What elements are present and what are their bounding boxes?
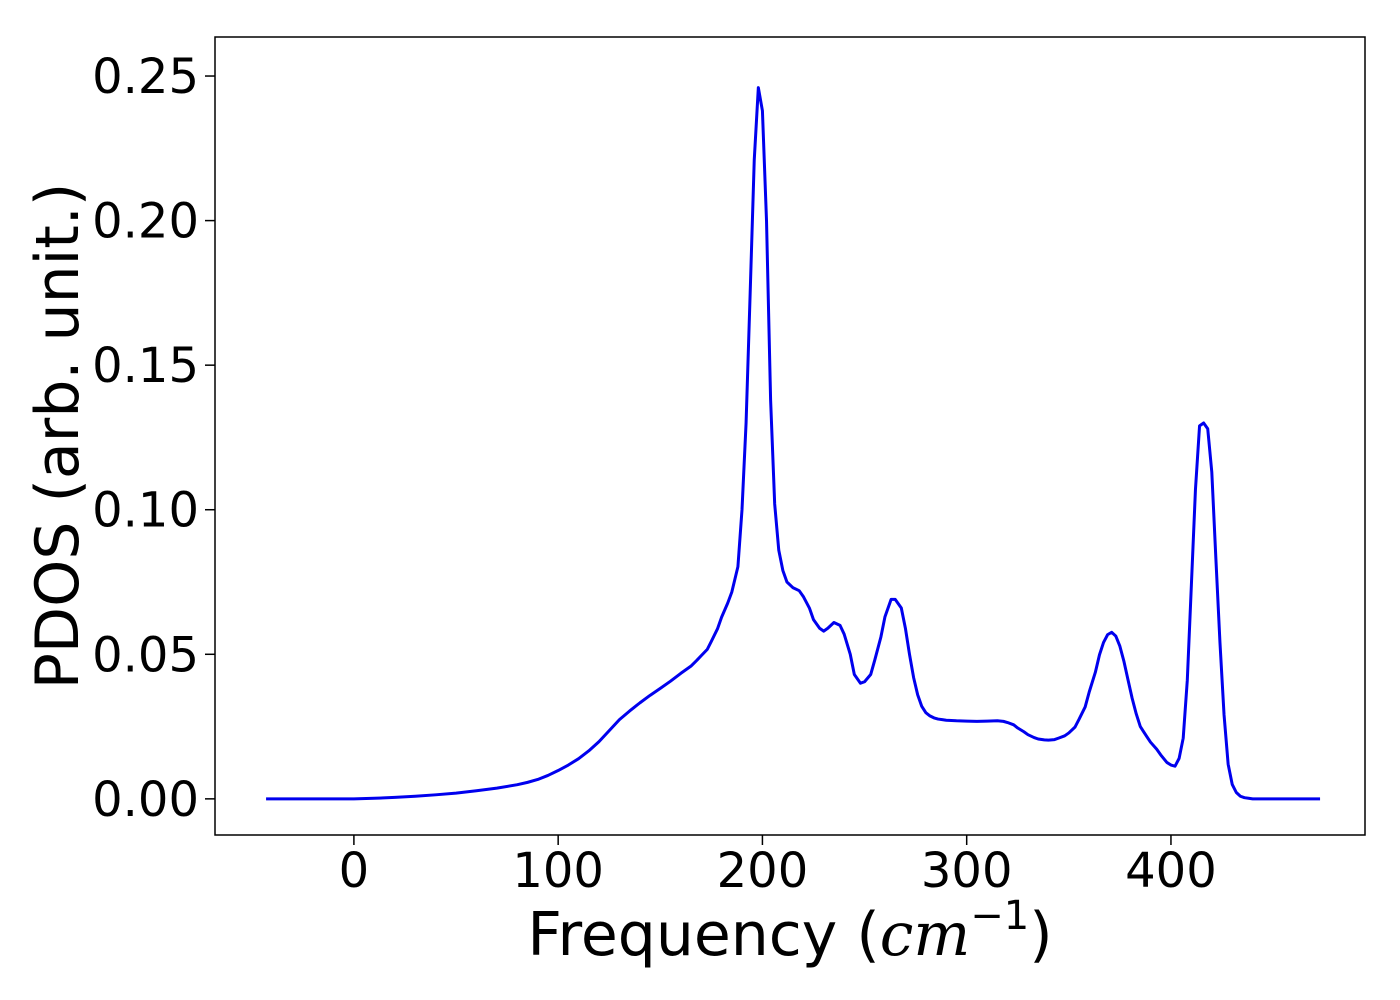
y-tick-label: 0.10 [92, 483, 199, 539]
y-tick-label: 0.20 [92, 194, 199, 250]
y-axis-ticks: 0.00 0.05 0.10 0.15 0.20 0.25 [92, 49, 215, 828]
y-tick-label: 0.25 [92, 49, 199, 105]
x-tick-label: 200 [717, 843, 809, 899]
x-axis-title-close: ) [1029, 900, 1052, 970]
y-axis-title: PDOS (arb. unit.) [23, 183, 93, 690]
x-axis-title-text: Frequency ( [527, 900, 879, 970]
x-axis-title-exponent: −1 [970, 893, 1029, 939]
series-layer [266, 86, 1321, 801]
x-tick-label: 100 [512, 843, 604, 899]
y-tick-label: 0.00 [92, 772, 199, 828]
x-tick-label: 0 [339, 843, 370, 899]
x-tick-label: 400 [1125, 843, 1217, 899]
x-axis-ticks: 0 100 200 300 400 [339, 835, 1217, 899]
y-tick-label: 0.15 [92, 338, 199, 394]
x-tick-label: 300 [921, 843, 1013, 899]
plot-frame [214, 36, 1366, 836]
series-line-0 [266, 86, 1321, 801]
y-tick-label: 0.05 [92, 627, 199, 683]
x-axis-title-unit: cm [880, 900, 971, 970]
plot-background [215, 37, 1365, 835]
x-axis-title: Frequency (cm−1) [527, 893, 1052, 970]
